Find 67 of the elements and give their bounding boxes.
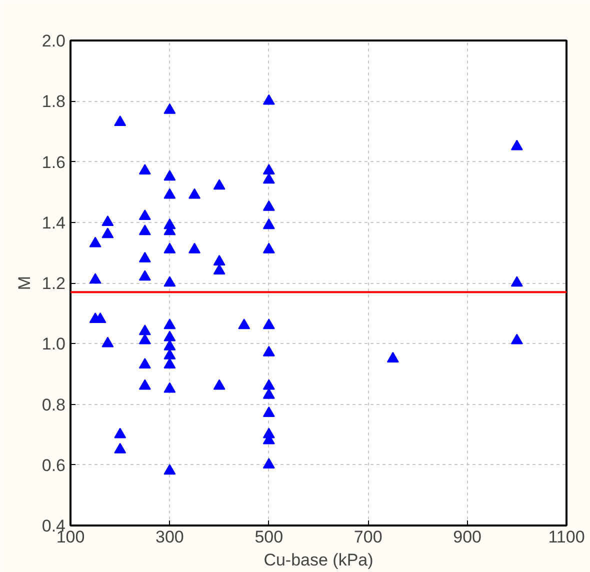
point	[164, 103, 176, 114]
y-axis-title: M	[14, 276, 34, 290]
point	[262, 94, 275, 105]
point	[164, 242, 176, 254]
y-tick-label: 1.0	[42, 334, 66, 354]
point	[188, 242, 200, 254]
point	[164, 358, 176, 369]
point	[114, 442, 126, 454]
point	[510, 334, 523, 344]
point	[262, 164, 275, 175]
point	[114, 115, 126, 126]
point	[262, 242, 275, 254]
point	[262, 218, 275, 230]
x-tick-label: 700	[354, 528, 382, 546]
point	[386, 352, 399, 362]
y-tick-label: 0.6	[42, 456, 66, 475]
point	[138, 224, 151, 236]
point	[164, 330, 176, 342]
point	[164, 348, 176, 360]
x-tick-label: 1100	[548, 528, 585, 546]
point	[89, 236, 102, 248]
point	[262, 200, 275, 211]
point	[262, 173, 275, 184]
point	[262, 318, 275, 330]
point	[114, 428, 126, 438]
point	[164, 318, 176, 330]
point	[138, 252, 151, 262]
y-tick-label: 1.2	[42, 274, 66, 293]
point	[262, 346, 275, 356]
point	[138, 270, 151, 281]
point	[138, 334, 151, 344]
point	[164, 276, 176, 287]
point	[262, 458, 275, 469]
point	[164, 340, 176, 350]
point	[102, 336, 114, 348]
point	[510, 140, 523, 150]
x-tick-label: 500	[254, 528, 284, 546]
point	[102, 228, 114, 238]
point	[188, 188, 200, 199]
y-tick-label: 1.4	[42, 213, 66, 232]
point	[213, 379, 226, 390]
point	[102, 216, 114, 226]
point	[89, 273, 102, 284]
point	[238, 318, 250, 330]
point	[138, 379, 151, 390]
point	[164, 188, 176, 199]
point	[510, 276, 523, 287]
point	[164, 382, 176, 393]
point	[262, 388, 275, 399]
point	[164, 170, 176, 181]
x-tick-label: 300	[156, 528, 184, 546]
x-tick-label: 900	[453, 528, 482, 546]
point	[262, 379, 275, 390]
point	[213, 254, 226, 266]
y-tick-label: 0.8	[42, 395, 66, 414]
x-axis-title: Cu-base (kPa)	[264, 550, 374, 570]
y-tick-label: 2.0	[42, 32, 66, 50]
y-tick-label: 1.8	[42, 92, 66, 112]
point	[213, 264, 226, 275]
point	[213, 179, 226, 190]
point	[138, 164, 151, 175]
point	[138, 358, 151, 369]
y-tick-label: 1.6	[42, 152, 66, 172]
point	[164, 464, 176, 475]
point	[138, 324, 151, 336]
point	[262, 406, 275, 418]
point	[138, 209, 151, 220]
